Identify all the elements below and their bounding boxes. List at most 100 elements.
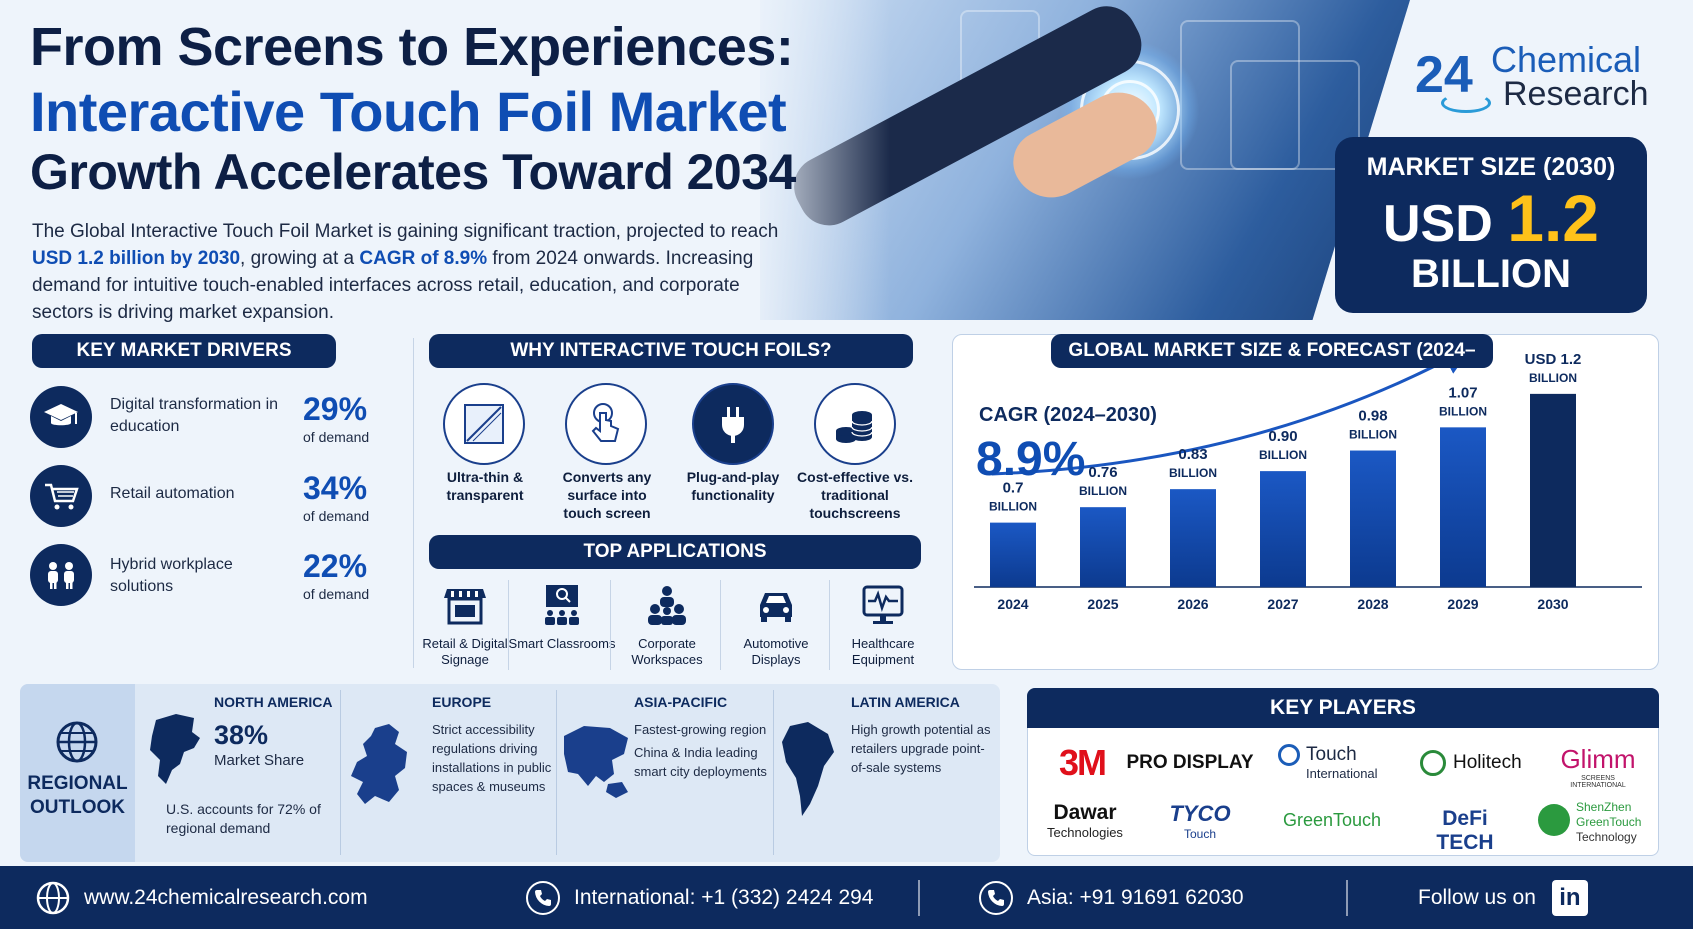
cagr-value: 8.9% xyxy=(976,433,1086,486)
plug-icon xyxy=(692,383,774,465)
bar-value-label: 0.90 xyxy=(1268,428,1297,445)
foil-sheet-icon xyxy=(443,383,525,465)
driver-pct: 29% xyxy=(303,391,368,427)
coins-icon xyxy=(814,383,896,465)
touch-hand-icon xyxy=(565,383,647,465)
linkedin-icon[interactable]: in xyxy=(1551,879,1588,916)
globe-icon xyxy=(36,881,70,915)
latin-america-map xyxy=(782,722,834,816)
driver-label: Retail automation xyxy=(110,485,235,502)
bar-value-label: 0.83 xyxy=(1178,446,1207,463)
globe-icon xyxy=(55,720,99,769)
bar-unit-label: BILLION xyxy=(989,500,1037,514)
x-tick-label: 2024 xyxy=(997,596,1028,612)
logo-dawar: Dawar Technologies xyxy=(1047,801,1123,840)
regional-outlook-tab: REGIONAL OUTLOOK xyxy=(20,684,135,862)
cagr-label: CAGR (2024–2030) xyxy=(979,404,1157,426)
region-north-america-note: U.S. accounts for 72% of regional demand xyxy=(166,801,321,836)
drop-icon xyxy=(1441,93,1491,113)
team-icon xyxy=(644,582,690,628)
title-line-2: Interactive Touch Foil Market xyxy=(30,80,787,143)
application-item: Healthcare Equipment xyxy=(829,582,937,668)
region-asia-pacific: ASIA-PACIFIC Fastest-growing region Chin… xyxy=(634,694,767,779)
logo-3m: 3M xyxy=(1058,742,1107,783)
north-america-map xyxy=(150,714,200,784)
car-icon xyxy=(753,582,799,628)
graduation-cap-icon xyxy=(30,386,92,448)
x-tick-label: 2026 xyxy=(1177,596,1208,612)
growth-arrow xyxy=(991,346,1473,476)
title-line-3: Growth Accelerates Toward 2034 xyxy=(30,144,796,200)
why-label: Converts any surface into touch screen xyxy=(562,469,652,521)
x-tick-label: 2027 xyxy=(1267,596,1298,612)
driver-pct: 22% xyxy=(303,548,368,584)
bar xyxy=(1530,393,1576,587)
driver-label: Digital transformation in education xyxy=(110,396,279,435)
bar xyxy=(990,522,1036,587)
bar xyxy=(1350,450,1396,587)
driver-pct: 34% xyxy=(303,470,368,506)
regional-outlook-title: REGIONAL OUTLOOK xyxy=(27,773,128,818)
region-latin-america: LATIN AMERICA High growth potential as r… xyxy=(851,694,991,775)
europe-map xyxy=(351,724,407,804)
footer-bar: www.24chemicalresearch.com International… xyxy=(0,866,1693,929)
footer-phone-asia[interactable]: Asia: +91 91691 62030 xyxy=(979,866,1244,929)
shopping-cart-icon xyxy=(30,465,92,527)
application-item: Smart Classrooms xyxy=(508,582,616,652)
bar xyxy=(1170,489,1216,587)
logo-tyco: TYCO Touch xyxy=(1169,801,1231,841)
why-label: Cost-effective vs. traditional touchscre… xyxy=(797,469,913,521)
bar-unit-label: BILLION xyxy=(1529,371,1577,385)
logo-defi-tech: DeFi TECH xyxy=(1436,807,1494,854)
bar-unit-label: BILLION xyxy=(1169,466,1217,480)
bar-unit-label: BILLION xyxy=(1079,484,1127,498)
why-label: Plug-and-play functionality xyxy=(686,469,780,503)
application-item: Corporate Workspaces xyxy=(613,582,721,668)
x-tick-label: 2025 xyxy=(1087,596,1118,612)
intro-paragraph: The Global Interactive Touch Foil Market… xyxy=(32,221,779,323)
title-line-1: From Screens to Experiences: xyxy=(30,17,794,77)
forecast-chart: 0.7 BILLION 2024 0.76 BILLION 2025 0.83 BILLION… xyxy=(974,346,1642,612)
storefront-icon xyxy=(442,582,488,628)
bar-value-label: USD 1.2 xyxy=(1525,351,1582,368)
x-tick-label: 2030 xyxy=(1537,596,1568,612)
key-players-heading: KEY PLAYERS xyxy=(1027,688,1659,728)
phone-icon xyxy=(979,880,1013,915)
drivers-heading: KEY MARKET DRIVERS xyxy=(32,334,336,368)
phone-icon xyxy=(526,880,560,915)
driver-label: Hybrid workplace solutions xyxy=(110,556,233,595)
regional-outlook-panel xyxy=(20,684,1000,862)
region-north-america: NORTH AMERICA 38% Market Share xyxy=(214,694,333,769)
asia-pacific-map xyxy=(564,726,628,798)
region-europe: EUROPE Strict accessibility regulations … xyxy=(432,694,552,794)
logo-greentouch: GreenTouch xyxy=(1282,810,1382,830)
logo-glimm: Glimm SCREENS INTERNATIONAL xyxy=(1560,744,1636,789)
holitech-mark-icon xyxy=(1420,750,1446,776)
people-icon xyxy=(30,544,92,606)
footer-phone-intl[interactable]: International: +1 (332) 2424 294 xyxy=(526,866,873,929)
bar-value-label: 0.7 xyxy=(1003,480,1024,497)
brand-logo[interactable]: 24 Chemical Research xyxy=(1415,39,1649,113)
bar-value-label: 0.98 xyxy=(1358,408,1387,425)
driver-sub: of demand xyxy=(303,586,370,602)
logo-pro-display: PRO DISPLAY xyxy=(1126,752,1254,773)
footer-follow: Follow us on in xyxy=(1418,866,1588,929)
bar xyxy=(1080,507,1126,587)
footer-website[interactable]: www.24chemicalresearch.com xyxy=(36,866,368,929)
application-item: Automotive Displays xyxy=(722,582,830,668)
drop-icon xyxy=(1278,744,1300,766)
chart-title: GLOBAL MARKET SIZE & FORECAST (2024–2030… xyxy=(1051,334,1493,395)
bar-unit-label: BILLION xyxy=(1259,448,1307,462)
x-tick-label: 2028 xyxy=(1357,596,1388,612)
classroom-icon xyxy=(539,582,585,628)
leaf-icon xyxy=(1538,804,1570,836)
application-item: Retail & Digital Signage xyxy=(411,582,519,668)
bar-unit-label: BILLION xyxy=(1349,428,1397,442)
x-tick-label: 2029 xyxy=(1447,596,1478,612)
bar xyxy=(1440,427,1486,587)
applications-heading: TOP APPLICATIONS xyxy=(429,535,921,569)
why-heading: WHY INTERACTIVE TOUCH FOILS? xyxy=(429,334,913,368)
driver-sub: of demand xyxy=(303,429,370,445)
heart-monitor-icon xyxy=(860,582,906,628)
driver-sub: of demand xyxy=(303,508,370,524)
